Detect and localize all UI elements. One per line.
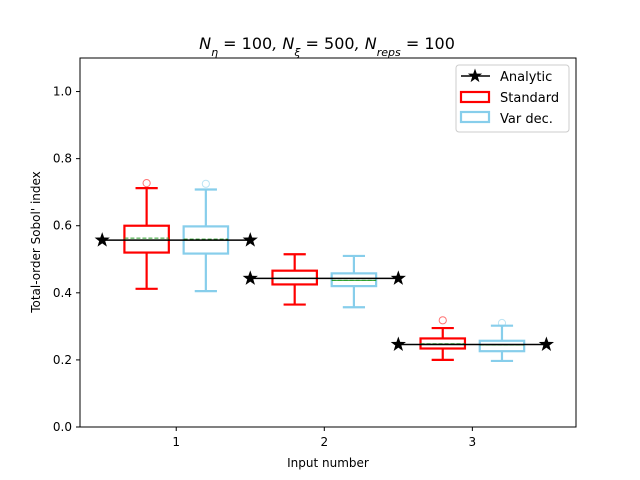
legend-frame — [455, 64, 570, 133]
legend-standard-swatch — [459, 90, 491, 104]
y-tick-label: 0.4 — [53, 286, 72, 300]
y-axis: 0.0 0.2 0.4 0.6 0.8 1.0 — [53, 85, 80, 434]
box-body — [330, 272, 378, 288]
legend-var-dec-swatch — [459, 110, 491, 124]
y-axis-label: Total-order Sobol' index — [29, 171, 43, 314]
title-subscript: ξ — [293, 46, 301, 59]
analytic-star-marker — [242, 270, 258, 285]
y-tick-label: 0.0 — [53, 420, 72, 434]
legend-label-var-dec: Var dec. — [500, 112, 553, 127]
analytic-star-marker — [390, 270, 406, 285]
analytic-segment — [390, 336, 554, 351]
legend-label-analytic: Analytic — [500, 70, 552, 85]
y-tick-label: 0.6 — [53, 219, 72, 233]
outlier-point — [142, 179, 151, 188]
analytic-segment — [94, 232, 258, 247]
x-axis-label: Input number — [287, 456, 369, 470]
y-tick-label: 0.8 — [53, 152, 72, 166]
x-axis: 1 2 3 — [172, 427, 476, 449]
title-var: , N — [272, 34, 294, 53]
box-body — [478, 339, 526, 353]
title-var: , N — [355, 34, 377, 53]
outlier-point — [438, 316, 447, 325]
legend-item-standard: Standard — [459, 90, 559, 106]
title-value: = 100 — [218, 34, 272, 53]
analytic-star-marker — [242, 232, 258, 247]
analytic-star-marker — [390, 336, 406, 351]
title-subscript: η — [211, 46, 218, 59]
legend: Analytic Standard Var dec. — [455, 64, 570, 133]
legend-item-analytic: Analytic — [461, 68, 552, 85]
legend-item-var-dec: Var dec. — [459, 110, 553, 127]
plot-marks — [94, 179, 554, 363]
x-tick-label: 3 — [469, 435, 477, 449]
y-tick-label: 1.0 — [53, 85, 72, 99]
analytic-star-marker — [94, 232, 110, 247]
title-subscript: reps — [377, 46, 401, 59]
title-value: = 500 — [300, 34, 354, 53]
outlier-point — [497, 318, 507, 328]
legend-label-standard: Standard — [500, 91, 559, 106]
box-body — [123, 224, 170, 254]
x-tick-label: 2 — [320, 435, 328, 449]
outlier-point — [201, 179, 210, 188]
title-var: N — [199, 34, 211, 53]
x-tick-label: 1 — [172, 435, 180, 449]
chart-title: Nη = 100, Nξ = 500, Nreps = 100 — [199, 34, 455, 59]
analytic-star-marker — [538, 336, 554, 351]
box-var-dec — [330, 254, 378, 309]
title-value: = 100 — [401, 34, 455, 53]
analytic-segment — [242, 270, 406, 285]
y-tick-label: 0.2 — [53, 353, 72, 367]
plot-area-frame — [79, 57, 577, 428]
legend-analytic-star-icon — [467, 68, 483, 83]
box-standard — [123, 179, 170, 290]
box-body — [271, 269, 318, 286]
